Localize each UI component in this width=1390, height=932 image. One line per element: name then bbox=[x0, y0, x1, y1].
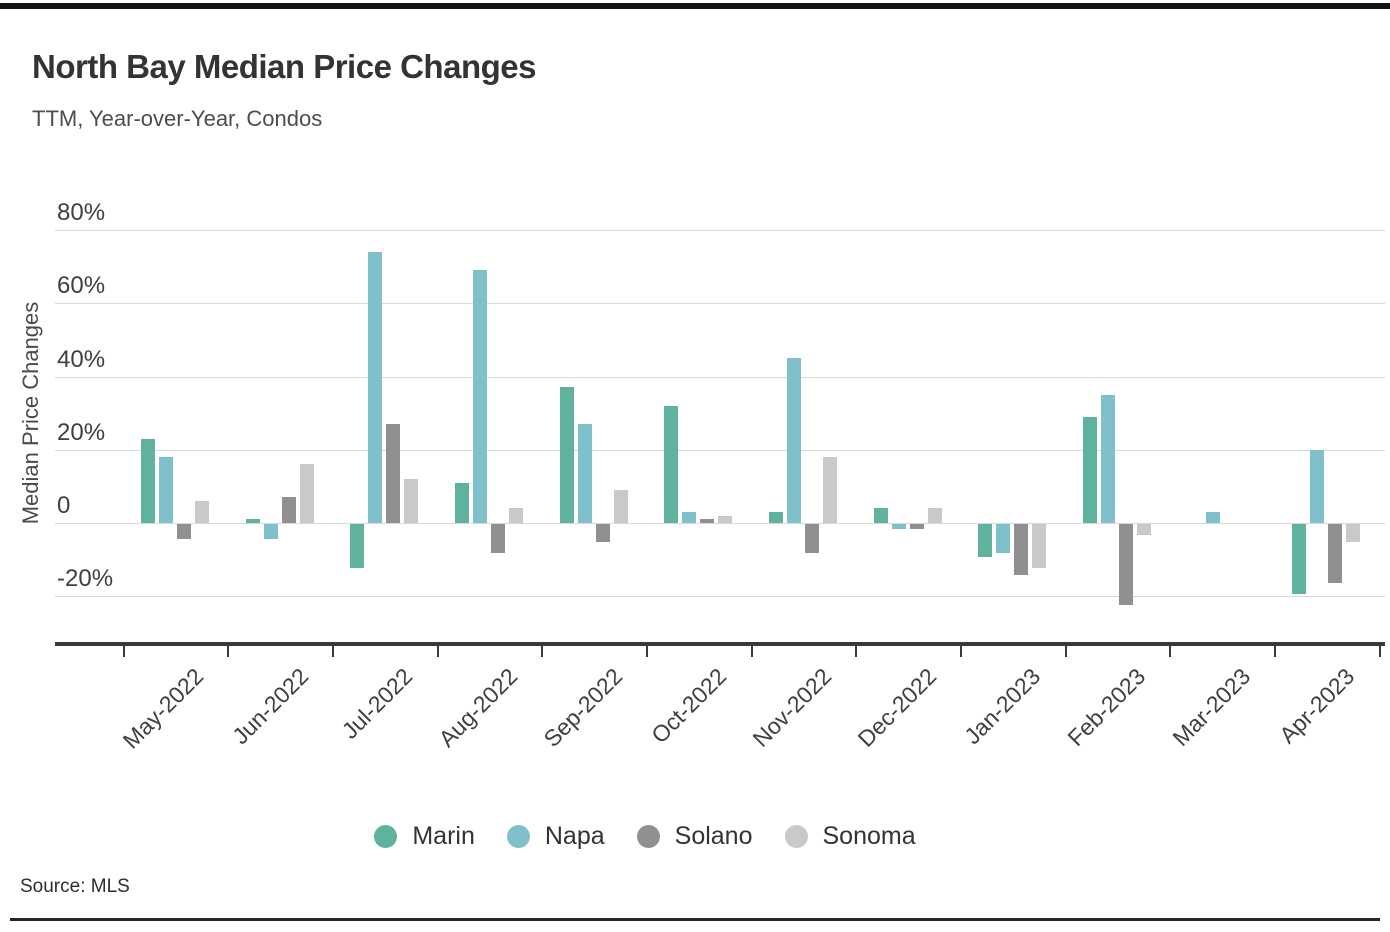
bar-marin-Apr-2023 bbox=[1292, 524, 1307, 594]
bar-napa-Mar-2023 bbox=[1205, 512, 1220, 523]
y-tick-label: -20% bbox=[57, 565, 114, 593]
x-tick bbox=[541, 646, 544, 657]
y-tick-label: 0 bbox=[57, 492, 71, 519]
legend: Marin Napa Solano Sonoma bbox=[0, 822, 1340, 851]
bar-marin-Nov-2022 bbox=[769, 512, 784, 523]
bar-napa-Oct-2022 bbox=[682, 512, 697, 523]
bar-napa-Feb-2023 bbox=[1100, 394, 1115, 523]
x-tick bbox=[750, 646, 753, 657]
bar-napa-Jun-2022 bbox=[263, 524, 278, 539]
bar-solano-Sep-2022 bbox=[595, 524, 610, 543]
gridline-40% bbox=[55, 376, 1385, 378]
gridline-0 bbox=[55, 523, 1385, 524]
gridline-60% bbox=[55, 303, 1385, 305]
bar-solano-Dec-2022 bbox=[909, 524, 924, 530]
x-tick bbox=[436, 646, 439, 657]
y-tick-label: 80% bbox=[57, 199, 106, 226]
y-tick-label: 40% bbox=[57, 345, 106, 373]
bar-solano-Jul-2022 bbox=[386, 424, 401, 523]
legend-item-marin: Marin bbox=[374, 822, 475, 851]
bar-solano-Nov-2022 bbox=[805, 524, 820, 554]
solano-swatch-icon bbox=[636, 825, 660, 848]
bar-sonoma-Sep-2022 bbox=[613, 490, 628, 523]
x-tick bbox=[1273, 646, 1276, 657]
sonoma-swatch-icon bbox=[784, 825, 808, 848]
bar-marin-Feb-2023 bbox=[1082, 416, 1097, 523]
gridline-80% bbox=[55, 230, 1385, 231]
bar-sonoma-Oct-2022 bbox=[718, 515, 733, 523]
legend-label-napa: Napa bbox=[544, 822, 605, 850]
bar-marin-Jul-2022 bbox=[350, 524, 365, 568]
x-tick bbox=[1064, 646, 1067, 657]
chart-title: North Bay Median Price Changes bbox=[32, 48, 536, 85]
bar-napa-Jan-2023 bbox=[996, 524, 1011, 554]
gridline--20% bbox=[55, 596, 1385, 598]
bar-marin-Aug-2022 bbox=[455, 482, 470, 523]
bar-marin-Dec-2022 bbox=[873, 508, 888, 523]
y-tick-label: 20% bbox=[57, 418, 106, 446]
bar-solano-May-2022 bbox=[177, 524, 192, 539]
bar-napa-Dec-2022 bbox=[891, 524, 906, 530]
legend-label-marin: Marin bbox=[412, 822, 475, 850]
chart-subtitle: TTM, Year-over-Year, Condos bbox=[32, 106, 323, 131]
x-axis-line bbox=[55, 642, 1385, 646]
bar-sonoma-Jul-2022 bbox=[404, 479, 419, 523]
y-tick-label: 60% bbox=[57, 272, 106, 300]
x-tick bbox=[227, 646, 230, 657]
bar-marin-Jan-2023 bbox=[978, 524, 993, 557]
legend-item-sonoma: Sonoma bbox=[784, 822, 916, 851]
bar-solano-Apr-2023 bbox=[1328, 524, 1343, 583]
bar-solano-Jun-2022 bbox=[281, 497, 296, 523]
marin-swatch-icon bbox=[374, 825, 398, 848]
x-tick bbox=[960, 646, 962, 657]
bar-sonoma-Jan-2023 bbox=[1032, 524, 1047, 568]
bar-marin-Jun-2022 bbox=[245, 519, 260, 523]
bar-napa-Sep-2022 bbox=[577, 424, 592, 523]
x-tick bbox=[1169, 646, 1172, 657]
top-rule bbox=[0, 3, 1390, 9]
bar-sonoma-Feb-2023 bbox=[1136, 524, 1151, 535]
bar-solano-Aug-2022 bbox=[491, 524, 506, 554]
x-tick bbox=[855, 646, 858, 657]
bar-solano-Oct-2022 bbox=[700, 519, 715, 523]
bar-sonoma-May-2022 bbox=[195, 501, 210, 523]
legend-label-sonoma: Sonoma bbox=[822, 822, 916, 850]
bar-napa-Nov-2022 bbox=[787, 358, 802, 523]
bar-napa-Apr-2023 bbox=[1310, 449, 1325, 523]
bar-sonoma-Dec-2022 bbox=[927, 508, 942, 523]
x-tick bbox=[1378, 646, 1381, 657]
x-tick bbox=[332, 646, 335, 657]
bar-napa-May-2022 bbox=[159, 457, 174, 523]
legend-item-solano: Solano bbox=[636, 822, 753, 851]
bar-marin-Sep-2022 bbox=[559, 387, 574, 523]
bar-sonoma-Jun-2022 bbox=[299, 464, 314, 523]
legend-item-napa: Napa bbox=[506, 822, 605, 851]
bar-marin-Oct-2022 bbox=[664, 405, 679, 523]
gridline-20% bbox=[55, 449, 1385, 451]
bar-solano-Jan-2023 bbox=[1014, 524, 1029, 576]
bar-sonoma-Apr-2023 bbox=[1346, 524, 1361, 543]
bar-sonoma-Nov-2022 bbox=[823, 457, 838, 523]
bottom-rule bbox=[10, 918, 1380, 921]
bar-solano-Feb-2023 bbox=[1118, 524, 1133, 605]
bar-marin-May-2022 bbox=[141, 438, 156, 523]
x-tick bbox=[646, 646, 649, 657]
source-note: Source: MLS bbox=[20, 876, 130, 897]
bar-napa-Jul-2022 bbox=[368, 251, 383, 523]
bar-sonoma-Aug-2022 bbox=[509, 508, 524, 523]
napa-swatch-icon bbox=[506, 825, 530, 848]
y-axis-title: Median Price Changes bbox=[18, 301, 43, 525]
bar-napa-Aug-2022 bbox=[473, 270, 488, 523]
x-tick bbox=[122, 646, 125, 657]
legend-label-solano: Solano bbox=[674, 822, 753, 850]
